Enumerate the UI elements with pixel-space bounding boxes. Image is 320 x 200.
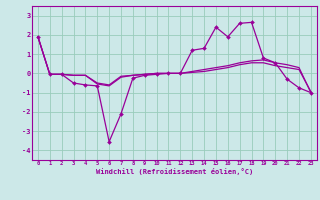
X-axis label: Windchill (Refroidissement éolien,°C): Windchill (Refroidissement éolien,°C): [96, 168, 253, 175]
